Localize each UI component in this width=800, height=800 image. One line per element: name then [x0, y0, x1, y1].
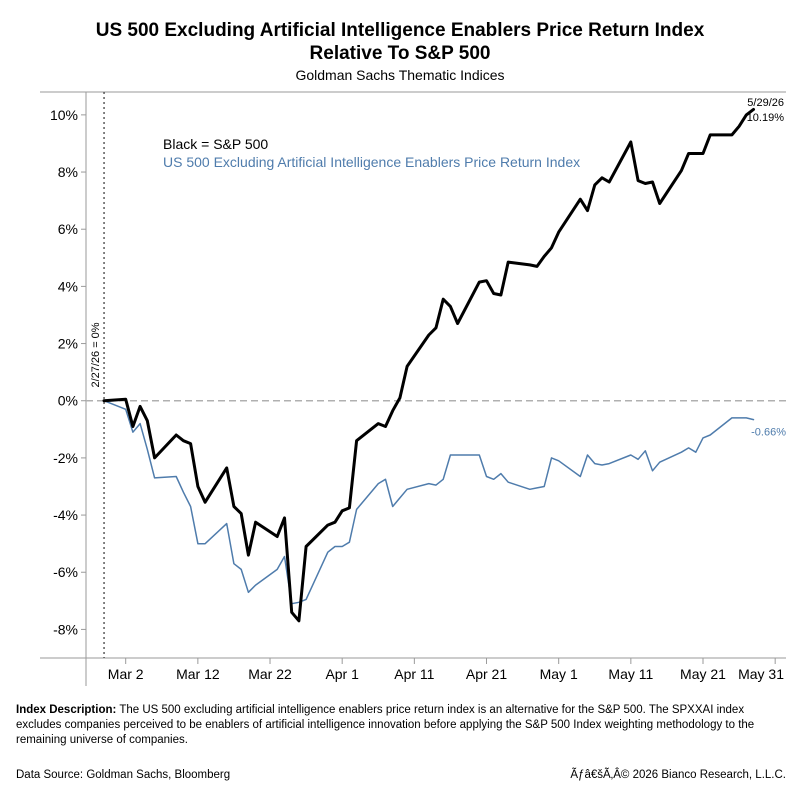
x-tick-label: Mar 12: [176, 666, 220, 682]
index-description-label: Index Description:: [16, 704, 117, 716]
x-tick-label: Mar 22: [248, 666, 292, 682]
start-date-label: 2/27/26 = 0%: [90, 322, 102, 387]
y-tick-label: 8%: [58, 164, 78, 180]
y-tick-label: 10%: [50, 107, 78, 123]
legend-sp500: Black = S&P 500: [163, 136, 268, 152]
spxxai-line: [103, 399, 755, 605]
x-tick-label: May 11: [608, 666, 653, 682]
chart-subtitle: Goldman Sachs Thematic Indices: [295, 67, 505, 83]
y-tick-label: 0%: [58, 393, 78, 409]
x-tick-label: May 31: [738, 666, 784, 682]
y-tick-label: -8%: [53, 621, 78, 637]
y-tick-label: 4%: [58, 278, 78, 294]
x-tick-label: Apr 1: [325, 666, 359, 682]
sp500-end-value-label: 10.19%: [747, 112, 785, 124]
data-source: Data Source: Goldman Sachs, Bloomberg: [16, 769, 231, 781]
index-description: Index Description: The US 500 excluding …: [16, 703, 786, 748]
y-tick-label: -2%: [53, 450, 78, 466]
y-tick-label: -6%: [53, 564, 78, 580]
y-tick-label: -4%: [53, 507, 78, 523]
index-description-text: The US 500 excluding artificial intellig…: [16, 704, 755, 746]
y-tick-label: 6%: [58, 221, 78, 237]
x-tick-label: May 21: [680, 666, 726, 682]
line-chart: 10% 8% 6% 4% 2% 0% -2% -4% -6% -8% Mar 2 Mar 12 Mar …: [40, 91, 786, 686]
x-tick-label: Apr 21: [466, 666, 507, 682]
x-tick-label: May 1: [540, 666, 578, 682]
chart-title-line-2: Relative To S&P 500: [309, 43, 491, 64]
sp500-line: [102, 107, 755, 623]
x-tick-label: Mar 2: [108, 666, 144, 682]
end-date-label: 5/29/26: [747, 97, 784, 109]
chart-title: US 500 Excluding Artificial Intelligence…: [95, 20, 705, 41]
x-tick-label: Apr 11: [394, 666, 434, 682]
copyright: Ãƒâ€šÃ‚Â© 2026 Bianco Research, L.L.C.: [570, 769, 786, 781]
legend-spxxai: US 500 Excluding Artificial Intelligence…: [163, 154, 580, 170]
y-tick-label: 2%: [58, 336, 78, 352]
spxxai-end-value-label: -0.66%: [751, 427, 786, 439]
